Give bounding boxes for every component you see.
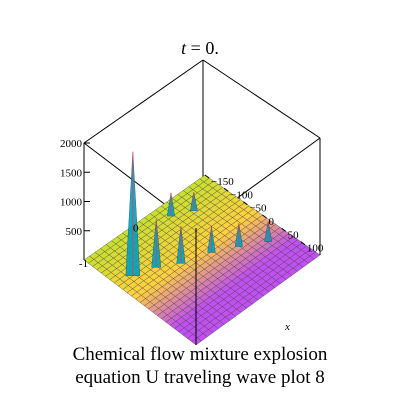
z-tick-label: 1500: [60, 167, 83, 179]
y-tick-label: -1: [79, 258, 88, 270]
x-tick-label: 50: [288, 229, 300, 241]
z-axis: 2000 1500 1000 500: [60, 138, 90, 238]
x-tick-label: −50: [249, 203, 267, 215]
x-tick-mark: [281, 227, 286, 232]
caption-line-2: equation U traveling wave plot 8: [75, 367, 325, 388]
z-tick-label: 1000: [60, 197, 83, 209]
x-tick-label: −100: [230, 189, 253, 201]
x-tick-mark: [204, 174, 210, 179]
surface-mesh: [83, 174, 321, 346]
x-axis-label: x: [284, 321, 290, 333]
y-axis: -1 0: [79, 223, 139, 270]
x-tick-mark: [300, 241, 306, 246]
x-tick-mark: [243, 201, 248, 206]
peak-spikes: [125, 151, 273, 276]
x-tick-label: 100: [307, 243, 324, 255]
z-tick-label: 500: [66, 226, 83, 238]
x-axis: −150−100 −500 50 100: [204, 174, 324, 255]
x-tick-mark: [262, 214, 267, 219]
caption-line-1: Chemical flow mixture explosion: [72, 344, 328, 365]
y-tick-label: 0: [133, 223, 139, 235]
z-tick-label: 2000: [60, 138, 83, 150]
figure-caption: Chemical flow mixture explosion equation…: [0, 343, 400, 389]
surface-cell: [191, 337, 202, 346]
x-tick-label: 0: [269, 216, 275, 228]
plot-title: t = 0.: [181, 38, 219, 58]
x-tick-mark: [223, 187, 229, 192]
x-tick-label: −150: [211, 176, 234, 188]
